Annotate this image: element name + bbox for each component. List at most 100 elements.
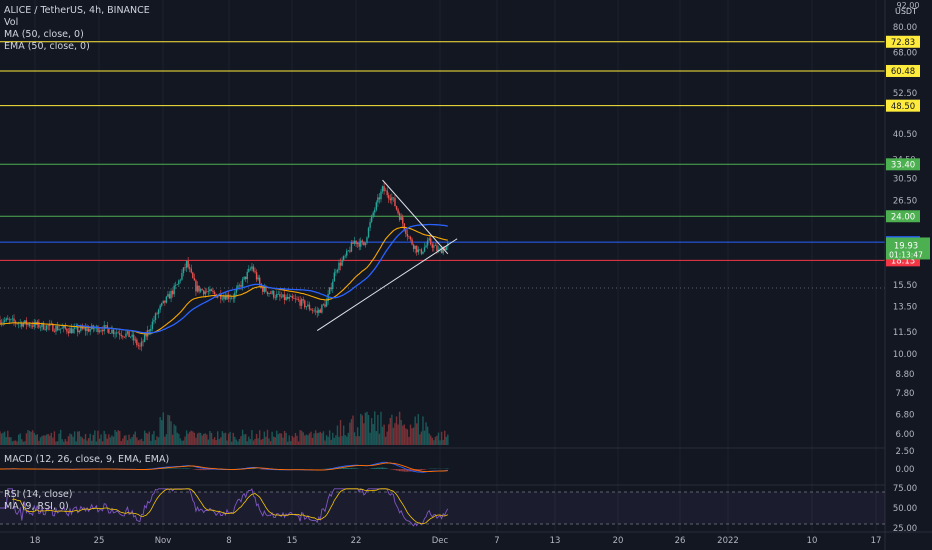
volume-bar [394, 423, 396, 445]
candle-body [70, 328, 73, 334]
candle-body [66, 328, 68, 332]
volume-bar [36, 434, 39, 445]
volume-bar [383, 424, 385, 445]
macd-tick: 2.50 [896, 447, 915, 457]
volume-bar [308, 433, 311, 445]
ma-legend[interactable]: MA (50, close, 0) [4, 29, 84, 40]
candle-body [227, 294, 230, 299]
candle-body [136, 339, 138, 346]
volume-bar [140, 438, 143, 445]
candle-body [119, 333, 121, 335]
macd-hist-bar [199, 469, 202, 471]
volume-bar [257, 438, 259, 445]
macd-hist-bar [353, 468, 356, 469]
volume-bar [129, 438, 132, 445]
candle-body [262, 287, 264, 292]
volume-bar [355, 436, 357, 445]
volume-bar [335, 435, 337, 445]
volume-bar [80, 436, 82, 445]
rsi-legend[interactable]: RSI (14, close) [4, 489, 73, 500]
candle-body [433, 245, 435, 248]
volume-bar [33, 432, 35, 445]
volume-bar [143, 430, 146, 445]
volume-bar [378, 433, 381, 445]
candle-body [33, 321, 35, 327]
ema-legend[interactable]: EMA (50, close, 0) [4, 41, 90, 52]
candle-body [419, 249, 421, 251]
horizontal-levels[interactable] [0, 41, 885, 289]
candle-body [257, 277, 259, 280]
candle-body [195, 280, 197, 292]
volume-bar [28, 430, 31, 445]
macd-hist-bar [391, 469, 393, 470]
macd-hist-bar [252, 468, 255, 469]
volume-bar [269, 441, 272, 445]
volume-bar [252, 440, 255, 445]
level-value: 18.13 [891, 257, 915, 267]
macd-hist-bar [420, 469, 423, 471]
symbol-title[interactable]: ALICE / TetherUS, 4h, BINANCE [4, 5, 150, 16]
ma-line [76, 223, 448, 334]
candle-body [388, 195, 390, 199]
candle-body [319, 309, 322, 313]
candle-body [145, 334, 147, 337]
candle-body [369, 221, 371, 228]
candle-body [318, 309, 320, 313]
candle-body [159, 305, 161, 310]
volume-bar [405, 428, 407, 445]
candle-body [431, 244, 433, 248]
candle-body [341, 260, 343, 266]
volume-bar [19, 433, 21, 445]
candle-body [167, 294, 169, 297]
candle-body [120, 334, 122, 337]
price-tick: 7.80 [896, 389, 915, 399]
macd-hist-bar [262, 469, 264, 470]
volume-bar [148, 431, 150, 445]
price-tick: 92.00 [897, 1, 920, 10]
trend-lines[interactable] [316, 179, 458, 331]
candle-body [255, 272, 258, 280]
macd-hist-bar [173, 468, 175, 469]
candle-body [156, 313, 158, 315]
candle-body [115, 332, 118, 334]
macd-hist-bar [422, 469, 424, 471]
candle-body [402, 217, 404, 224]
volume-bar [161, 420, 163, 445]
macd-hist-bar [170, 468, 172, 469]
candle-body [198, 285, 200, 292]
volume-bar [108, 434, 110, 445]
rsi-ma-line [12, 488, 448, 525]
candle-body [328, 287, 331, 294]
candle-body [294, 298, 297, 300]
volume-bar [181, 440, 183, 445]
volume-bar [372, 424, 374, 445]
candle-body [342, 256, 345, 261]
candle-body [349, 250, 351, 252]
volume-bar [153, 431, 155, 445]
volume-bar [175, 425, 177, 445]
volume-bar [310, 431, 312, 445]
volume-bar [358, 436, 360, 445]
macd-legend[interactable]: MACD (12, 26, close, 9, EMA, EMA) [4, 454, 170, 465]
candle-body [246, 271, 248, 280]
macd-hist-bar [162, 468, 164, 469]
candle-body [313, 310, 315, 312]
candle-body [178, 280, 180, 285]
volume-bar [380, 411, 382, 445]
volume-legend[interactable]: Vol [4, 17, 19, 28]
rsi-ma-legend[interactable]: MA (9, RSI, 0) [4, 501, 69, 512]
candle-body [153, 320, 155, 322]
time-tick: 26 [675, 536, 686, 546]
macd-hist-bar [206, 469, 208, 470]
volume-bar [263, 431, 266, 445]
candle-body [140, 341, 143, 347]
volume-bar [83, 439, 85, 445]
candle-body [389, 198, 392, 201]
volume-bar [53, 431, 56, 445]
volume-bar [352, 415, 354, 445]
candle-body [63, 325, 65, 328]
volume-bar [346, 436, 348, 445]
macd-hist-bar [203, 469, 205, 471]
volume-bar [277, 434, 280, 445]
